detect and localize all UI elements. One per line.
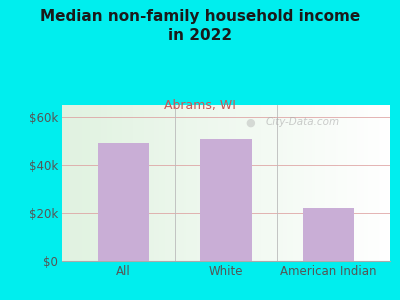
Text: Abrams, WI: Abrams, WI	[164, 99, 236, 112]
Bar	[98, 143, 149, 261]
Text: City-Data.com: City-Data.com	[265, 118, 340, 128]
Bar	[303, 208, 354, 261]
Text: Median non-family household income
in 2022: Median non-family household income in 20…	[40, 9, 360, 43]
Text: ●: ●	[246, 118, 256, 128]
Bar	[200, 139, 252, 261]
